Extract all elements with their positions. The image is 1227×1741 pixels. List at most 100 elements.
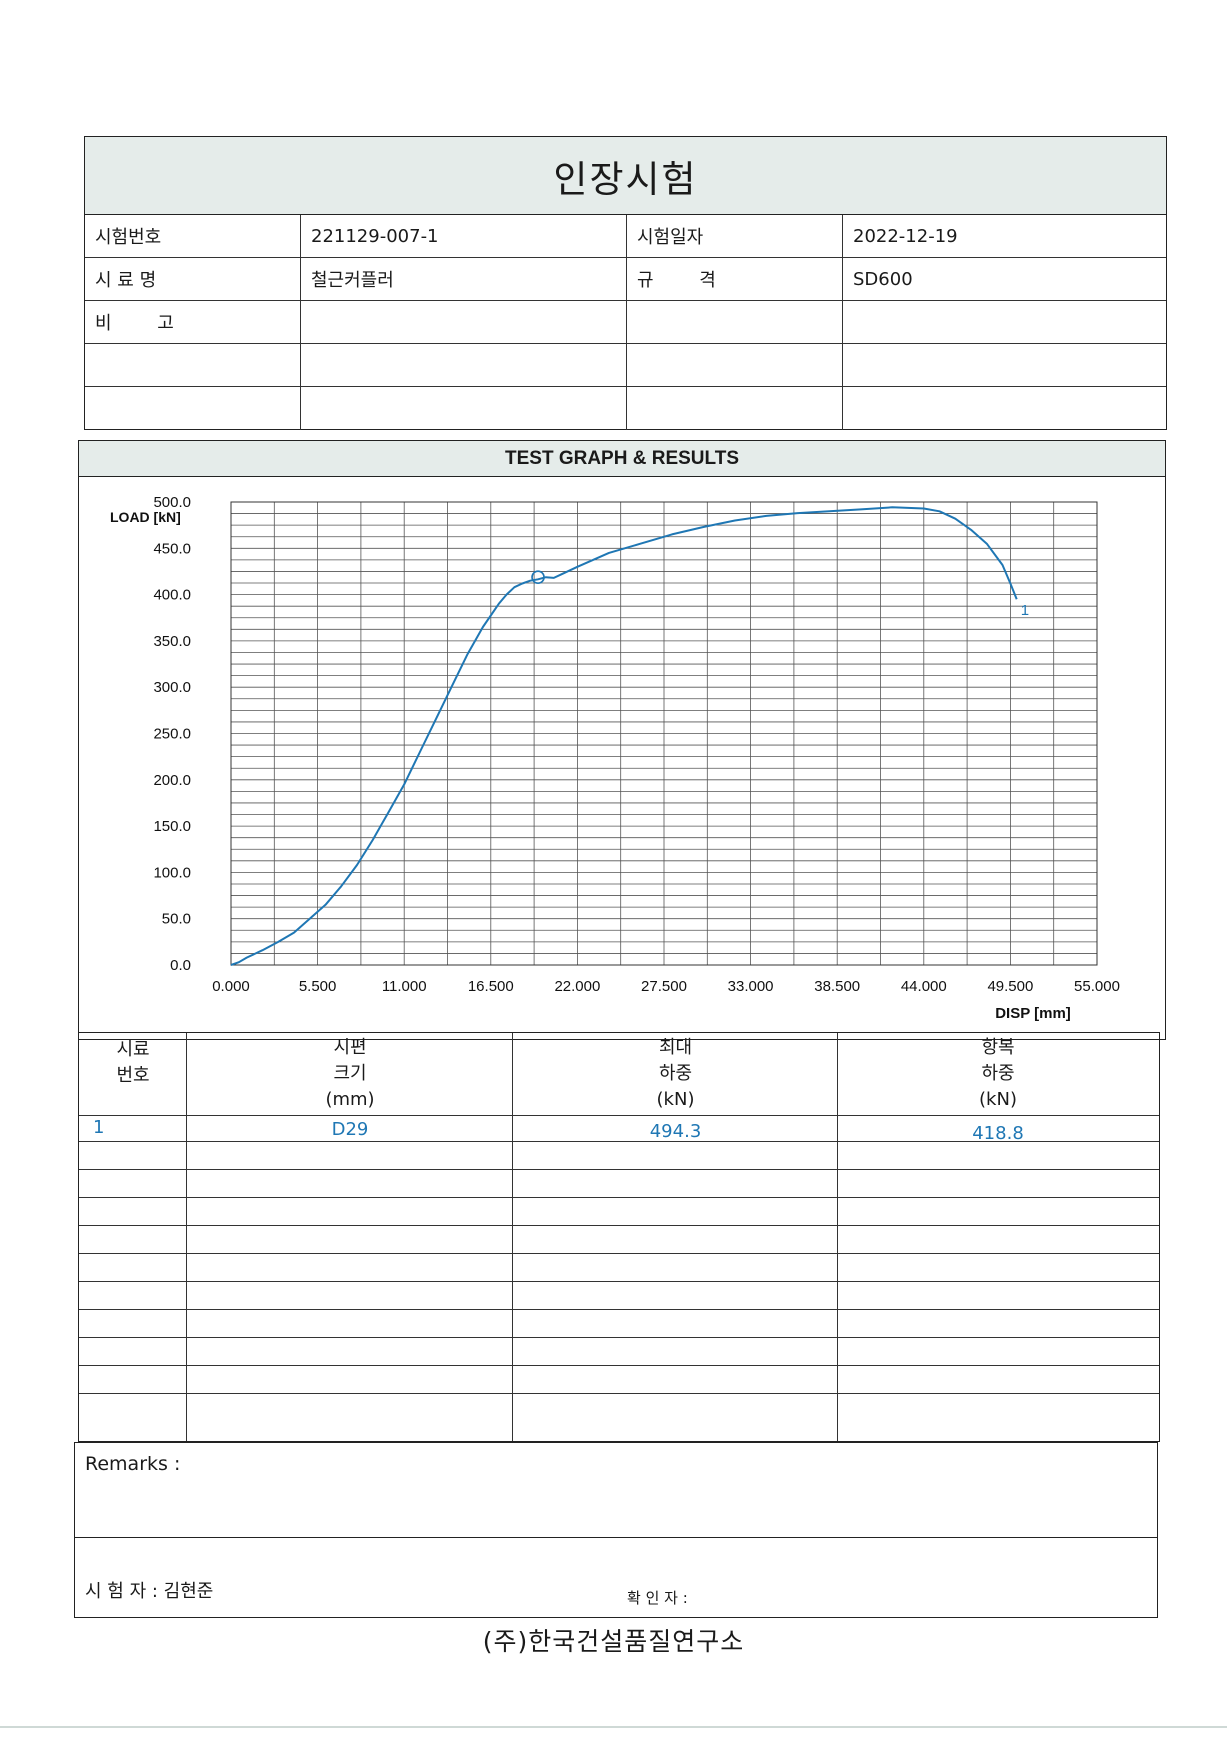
spec-value: SD600 — [853, 268, 913, 290]
row-divider — [79, 1169, 1159, 1170]
row-divider — [79, 1281, 1159, 1282]
x-tick-label: 44.000 — [901, 978, 947, 995]
y-tick-label: 350.0 — [153, 633, 191, 650]
empty-cell — [85, 387, 301, 430]
header-row-3: 비 고 — [85, 301, 1166, 344]
graph-band-title: TEST GRAPH & RESULTS — [79, 441, 1165, 477]
header-yield-load: 항복 하중 (kN) — [838, 1033, 1158, 1115]
empty-cell — [627, 344, 843, 386]
row-size: D29 — [331, 1119, 369, 1140]
row-divider — [79, 1393, 1159, 1394]
y-tick-label: 500.0 — [153, 494, 191, 511]
x-tick-label: 38.500 — [814, 978, 860, 995]
y-tick-label: 50.0 — [162, 911, 191, 928]
header-text: 항복 — [981, 1037, 1015, 1058]
sample-value: 철근커플러 — [301, 258, 627, 300]
y-tick-label: 300.0 — [153, 679, 191, 696]
empty-cell — [301, 387, 627, 430]
yield-point-marker — [531, 570, 545, 584]
y-axis-label: LOAD [kN] — [110, 509, 181, 525]
header-text: 하중 — [981, 1063, 1015, 1084]
header-text: 크기 — [333, 1063, 367, 1084]
header-sample-no: 시료 번호 — [79, 1033, 187, 1119]
x-tick-label: 49.500 — [987, 978, 1033, 995]
graph-section: TEST GRAPH & RESULTS — [78, 440, 1166, 1040]
y-tick-label: 400.0 — [153, 587, 191, 604]
header-row-2: 시 료 명 철근커플러 규 격 SD600 — [85, 258, 1166, 301]
note-value — [301, 301, 627, 343]
test-date-value: 2022-12-19 — [853, 225, 958, 247]
header-grid: 시험번호 221129-007-1 시험일자 2022-12-19 시 료 명 … — [85, 215, 1166, 430]
header-row-5 — [85, 387, 1166, 430]
row-divider — [79, 1253, 1159, 1254]
x-tick-label: 27.500 — [641, 978, 687, 995]
y-tick-label: 150.0 — [153, 818, 191, 835]
row-divider — [79, 1115, 1159, 1116]
remarks-section: Remarks : 시 험 자 : 김현준 확 인 자 : — [74, 1442, 1158, 1618]
header-text: 최대 — [658, 1037, 693, 1058]
row-divider — [79, 1197, 1159, 1198]
document-title: 인장시험 — [85, 137, 1166, 215]
row-divider — [79, 1141, 1159, 1142]
x-tick-label: 55.000 — [1074, 978, 1120, 995]
y-tick-label: 100.0 — [153, 864, 191, 881]
note-label: 비 고 — [85, 301, 301, 343]
header-size: 시편 크기 (mm) — [187, 1033, 513, 1115]
header-text: 시편 — [333, 1037, 367, 1058]
x-tick-label: 5.500 — [299, 978, 337, 995]
row-max-load: 494.3 — [649, 1121, 702, 1142]
row-divider — [79, 1225, 1159, 1226]
row-divider — [79, 1365, 1159, 1366]
series-end-label: 1 — [1021, 602, 1029, 619]
header-text: 하중 — [658, 1063, 693, 1084]
header-text: (mm) — [325, 1089, 375, 1110]
series-line — [230, 506, 1018, 966]
plot-frame — [230, 501, 1098, 966]
x-tick-label: 0.000 — [212, 978, 250, 995]
test-date-label: 시험일자 — [627, 215, 843, 257]
header-text: (kN) — [656, 1089, 695, 1110]
x-tick-label: 33.000 — [728, 978, 774, 995]
col-max-load — [513, 1033, 838, 1441]
x-tick-labels: 0.000 5.500 11.000 16.500 22.000 27.500 33.000… — [212, 978, 1120, 995]
remarks-label: Remarks : — [85, 1453, 181, 1475]
header-max-load: 최대 하중 (kN) — [513, 1033, 838, 1115]
remarks-divider — [75, 1537, 1157, 1538]
x-tick-label: 16.500 — [468, 978, 514, 995]
row-divider — [79, 1337, 1159, 1338]
y-tick-label: 250.0 — [153, 726, 191, 743]
x-tick-label: 11.000 — [382, 978, 427, 995]
empty-cell — [627, 387, 843, 430]
empty-cell — [301, 344, 627, 386]
x-tick-label: 22.000 — [554, 978, 600, 995]
test-no-value: 221129-007-1 — [301, 215, 627, 257]
x-axis-label: DISP [mm] — [995, 1005, 1071, 1022]
y-tick-label: 0.0 — [170, 957, 191, 974]
col-size — [187, 1033, 513, 1441]
series-layer: 1 — [230, 506, 1029, 966]
header-row-4 — [85, 344, 1166, 387]
note-cell-3 — [627, 301, 843, 343]
test-no-label: 시험번호 — [85, 215, 301, 257]
confirmer-label: 확 인 자 : — [627, 1589, 688, 1607]
empty-cell — [85, 344, 301, 386]
chart-grid — [231, 502, 1097, 965]
col-sample-no — [79, 1033, 187, 1441]
row-yield-load: 418.8 — [972, 1123, 1024, 1144]
tester-label: 시 험 자 : 김현준 — [85, 1581, 214, 1602]
row-sample-no: 1 — [93, 1117, 105, 1138]
y-tick-labels: 0.0 50.0 100.0 150.0 200.0 250.0 300.0 350.0 400… — [153, 494, 191, 974]
page-bottom-rule — [0, 1726, 1227, 1728]
spec-label: 규 격 — [627, 258, 843, 300]
company-footer: (주)한국건설품질연구소 — [482, 1627, 745, 1656]
sample-label: 시 료 명 — [85, 258, 301, 300]
row-divider — [79, 1309, 1159, 1310]
header-text: (kN) — [979, 1089, 1017, 1110]
header-text: 시료 — [116, 1039, 150, 1060]
header-row-1: 시험번호 221129-007-1 시험일자 2022-12-19 — [85, 215, 1166, 258]
header-table: 인장시험 시험번호 221129-007-1 시험일자 2022-12-19 시… — [84, 136, 1167, 430]
results-table: 시료 번호 시편 크기 (mm) 최대 하중 (kN) 항복 하중 (kN) 1… — [78, 1032, 1160, 1442]
y-tick-label: 200.0 — [153, 772, 191, 789]
y-tick-label: 450.0 — [153, 540, 191, 557]
